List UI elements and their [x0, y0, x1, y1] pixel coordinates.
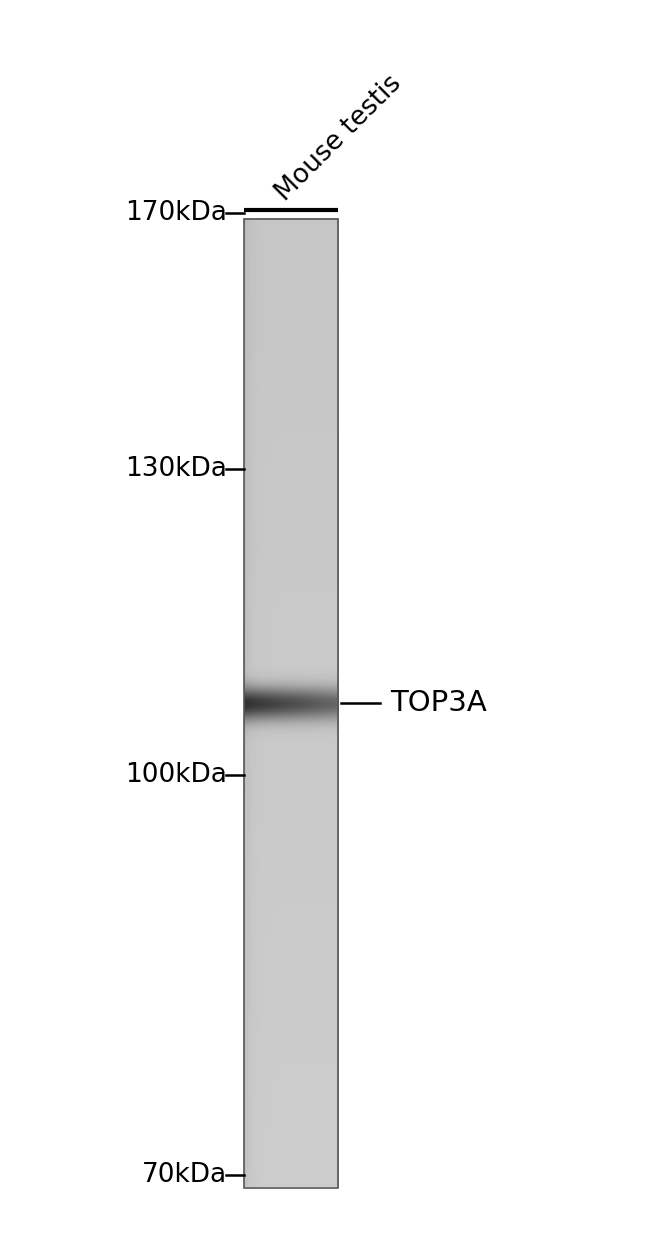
Text: 130kDa: 130kDa: [125, 456, 228, 481]
Text: 70kDa: 70kDa: [142, 1162, 228, 1187]
Bar: [244, 219, 338, 1188]
Text: Mouse testis: Mouse testis: [271, 70, 407, 206]
Text: TOP3A: TOP3A: [390, 689, 487, 717]
Text: 170kDa: 170kDa: [125, 200, 228, 225]
Text: 100kDa: 100kDa: [125, 762, 228, 788]
